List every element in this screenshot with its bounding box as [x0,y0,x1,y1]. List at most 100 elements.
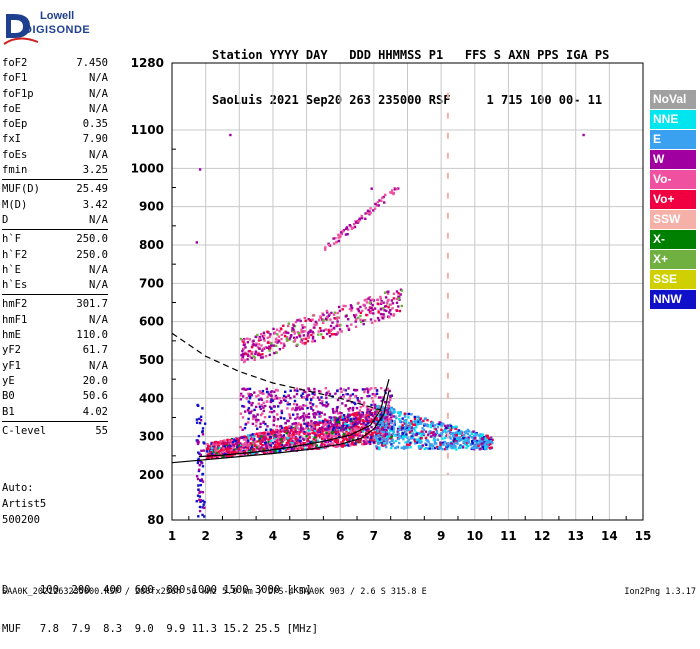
echo-point [292,447,295,451]
echo-point [296,389,299,393]
echo-point [296,413,299,416]
echo-point [326,421,329,424]
echo-point [352,421,356,424]
echo-point [244,346,247,349]
echo-point [258,437,261,440]
echo-point [345,420,348,423]
echo-point [264,355,268,358]
echo-point [208,445,212,448]
echo-point [267,446,271,449]
echo-point [416,418,420,421]
echo-point [301,446,304,450]
echo-point [244,352,248,356]
echo-point [220,442,224,445]
echo-point [436,426,440,429]
echo-point [207,444,210,447]
echo-point [365,411,369,414]
echo-point [383,309,386,312]
echo-point [463,441,466,444]
param-value: N/A [89,279,108,292]
echo-point [307,412,311,416]
echo-point [420,437,423,440]
echo-point [457,429,461,432]
echo-point [379,295,382,299]
echo-point [420,446,423,449]
echo-point [317,330,320,333]
echo-point [371,435,375,438]
echo-point [478,434,481,437]
echo-point [438,422,441,425]
echo-point [280,441,283,444]
echo-point [263,431,266,434]
echo-point [419,439,423,443]
y-tick-label: 800 [139,238,164,252]
echo-point [390,446,393,450]
echo-point [355,313,358,317]
param-row: h`F2 250.0 [2,248,108,263]
echo-point [228,450,231,453]
echo-point [241,352,245,355]
echo-point [287,432,291,435]
echo-point [245,437,248,440]
echo-point [402,447,406,450]
echo-point [454,425,458,428]
echo-point [339,234,342,238]
echo-point [278,348,282,351]
echo-point [433,436,436,439]
echo-point [358,400,361,403]
echo-point [379,434,382,438]
echo-point [283,398,286,401]
echo-point [363,299,366,302]
echo-point [289,437,293,440]
param-row: M(D) 3.42 [2,198,108,213]
echo-point [209,451,213,454]
echo-point [314,320,317,324]
echo-point [248,355,252,358]
echo-point [337,420,341,424]
param-row: foF1p N/A [2,87,108,102]
echo-point [266,390,269,394]
echo-point [243,435,246,438]
echo-point [382,414,385,417]
echo-point [281,440,285,443]
echo-point [276,389,279,392]
echo-point [366,212,369,215]
echo-point [322,427,325,431]
echo-point [196,442,200,446]
echo-point [293,332,296,335]
echo-point [294,428,297,432]
echo-point [316,410,320,413]
echo-point [478,447,482,451]
echo-point [295,437,298,440]
echo-point [258,353,261,356]
echo-point [404,445,407,448]
echo-point [354,221,358,224]
echo-point [405,429,409,432]
echo-point [369,442,372,445]
echo-point [384,433,388,436]
echo-point [479,436,482,439]
echo-point [381,406,385,409]
param-row: hmF1 N/A [2,313,108,328]
echo-point [366,391,370,394]
echo-point [253,441,257,444]
echo-point [431,421,435,424]
logo-d-inner [11,20,23,33]
echo-point [345,442,348,445]
echo-point [361,388,365,391]
echo-point [414,442,417,445]
echo-point [327,243,331,247]
echo-point [284,448,288,452]
echo-point [259,425,262,429]
echo-point [273,440,277,443]
echo-point [318,412,321,415]
echo-point [321,421,324,424]
echo-point [286,439,290,442]
echo-point [388,427,391,430]
separator [2,420,108,422]
echo-point [472,430,475,433]
echo-point [275,443,279,446]
echo-point [341,418,344,421]
echo-point [284,399,287,402]
echo-point [389,441,392,444]
